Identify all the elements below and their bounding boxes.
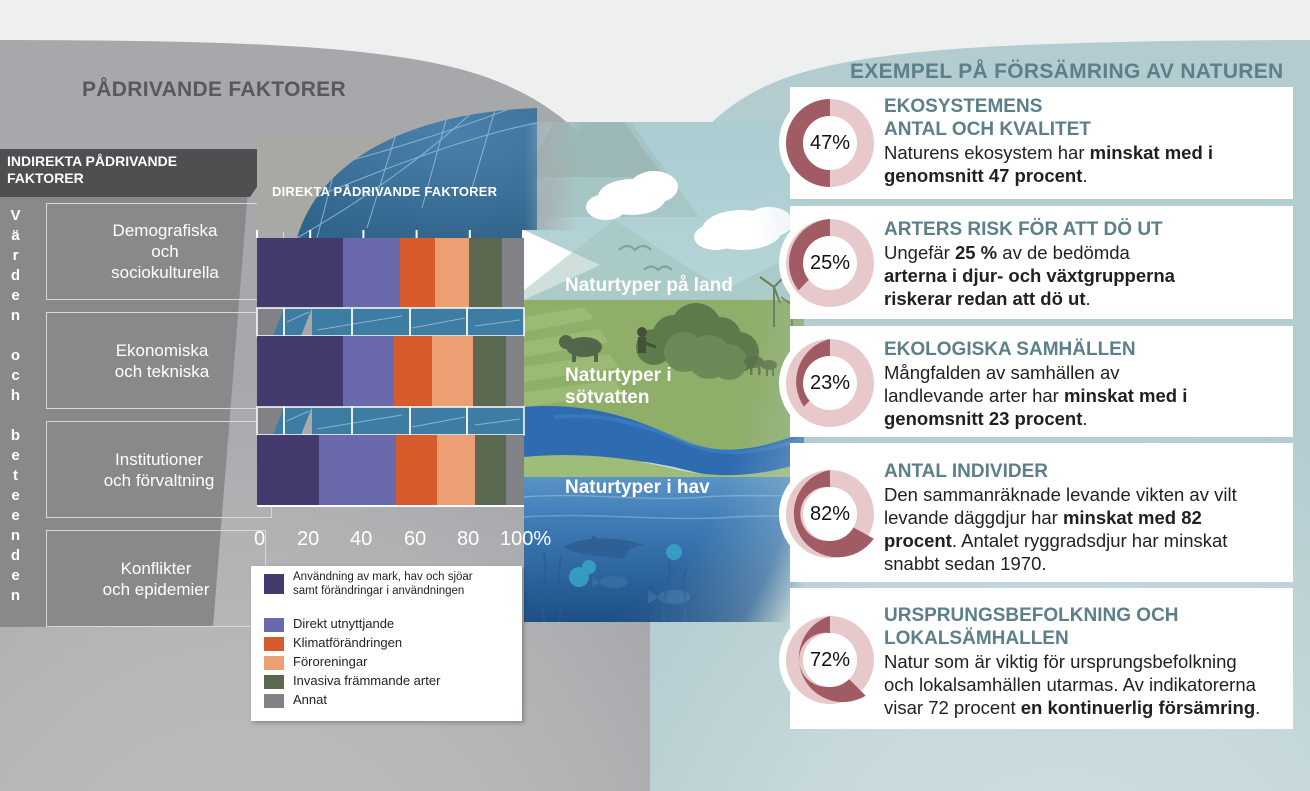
- svg-text:47%: 47%: [810, 132, 850, 154]
- svg-text:72%: 72%: [810, 649, 850, 671]
- svg-text:25%: 25%: [810, 252, 850, 274]
- svg-text:82%: 82%: [810, 503, 850, 525]
- svg-text:23%: 23%: [810, 372, 850, 394]
